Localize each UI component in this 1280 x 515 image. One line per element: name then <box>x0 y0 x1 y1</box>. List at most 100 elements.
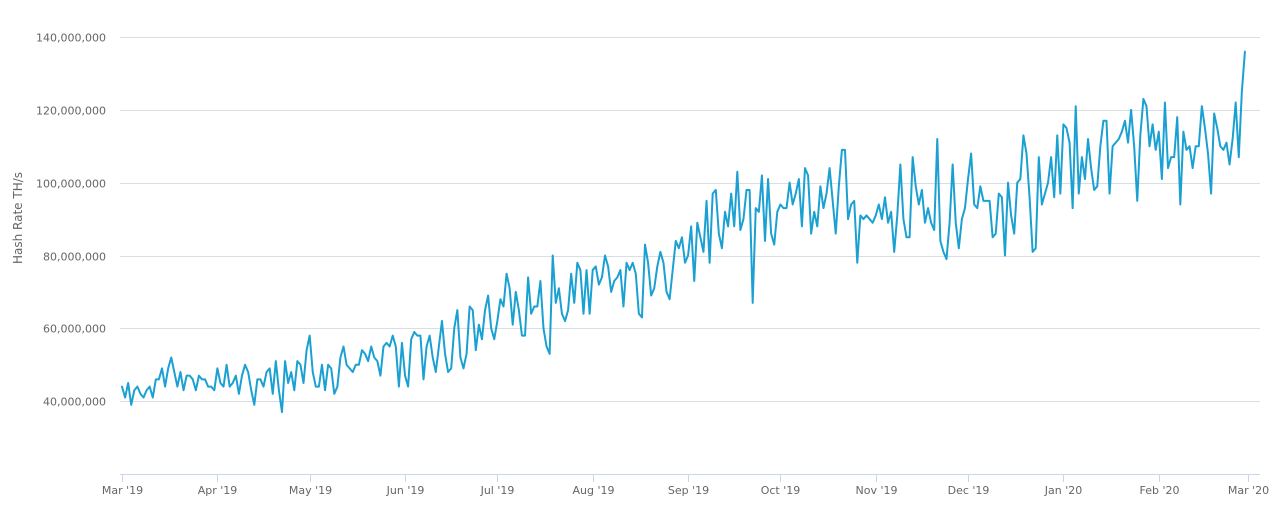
data-point[interactable] <box>251 402 257 408</box>
data-point[interactable] <box>568 271 574 277</box>
data-point[interactable] <box>544 344 550 350</box>
data-point[interactable] <box>1073 103 1079 109</box>
data-point[interactable] <box>876 202 882 208</box>
data-point[interactable] <box>648 293 654 299</box>
data-point[interactable] <box>756 209 762 215</box>
data-point[interactable] <box>510 322 516 328</box>
data-point[interactable] <box>236 391 242 397</box>
data-point[interactable] <box>350 369 356 375</box>
data-point[interactable] <box>1205 151 1211 157</box>
data-point[interactable] <box>322 387 328 393</box>
data-point[interactable] <box>119 384 125 390</box>
data-point[interactable] <box>657 249 663 255</box>
data-point[interactable] <box>494 318 500 324</box>
data-point[interactable] <box>1054 132 1060 138</box>
data-point[interactable] <box>421 376 427 382</box>
data-point[interactable] <box>528 311 534 317</box>
data-point[interactable] <box>230 380 236 386</box>
data-point[interactable] <box>1082 176 1088 182</box>
data-point[interactable] <box>1027 194 1033 200</box>
data-point[interactable] <box>1042 191 1048 197</box>
data-point[interactable] <box>316 384 322 390</box>
data-point[interactable] <box>762 238 768 244</box>
data-point[interactable] <box>667 296 673 302</box>
data-point[interactable] <box>291 387 297 393</box>
data-point[interactable] <box>368 344 374 350</box>
data-point[interactable] <box>802 165 808 171</box>
data-point[interactable] <box>820 205 826 211</box>
data-point[interactable] <box>574 260 580 266</box>
data-point[interactable] <box>704 198 710 204</box>
data-point[interactable] <box>664 289 670 295</box>
data-point[interactable] <box>534 303 540 309</box>
data-point[interactable] <box>553 300 559 306</box>
data-point[interactable] <box>1002 253 1008 259</box>
data-point[interactable] <box>362 351 368 357</box>
data-point[interactable] <box>193 387 199 393</box>
data-point[interactable] <box>297 362 303 368</box>
data-point[interactable] <box>642 242 648 248</box>
data-point[interactable] <box>331 391 337 397</box>
data-point[interactable] <box>627 267 633 273</box>
data-point[interactable] <box>177 369 183 375</box>
data-point[interactable] <box>279 409 285 415</box>
data-point[interactable] <box>584 267 590 273</box>
data-point[interactable] <box>436 344 442 350</box>
data-point[interactable] <box>1122 118 1128 124</box>
data-point[interactable] <box>310 369 316 375</box>
data-point[interactable] <box>1208 191 1214 197</box>
data-point[interactable] <box>430 354 436 360</box>
data-point[interactable] <box>614 274 620 280</box>
data-point[interactable] <box>940 249 946 255</box>
data-point[interactable] <box>879 216 885 222</box>
data-point[interactable] <box>790 202 796 208</box>
data-point[interactable] <box>728 191 734 197</box>
data-point[interactable] <box>700 249 706 255</box>
data-point[interactable] <box>747 187 753 193</box>
data-point[interactable] <box>134 384 140 390</box>
data-point[interactable] <box>873 212 879 218</box>
data-point[interactable] <box>1147 143 1153 149</box>
data-point[interactable] <box>565 307 571 313</box>
data-point[interactable] <box>547 351 553 357</box>
data-point[interactable] <box>716 231 722 237</box>
data-point[interactable] <box>233 373 239 379</box>
data-point[interactable] <box>596 282 602 288</box>
data-point[interactable] <box>571 300 577 306</box>
data-point[interactable] <box>248 387 254 393</box>
data-point[interactable] <box>276 387 282 393</box>
data-point[interactable] <box>697 234 703 240</box>
data-point[interactable] <box>270 391 276 397</box>
data-point[interactable] <box>387 344 393 350</box>
data-point[interactable] <box>328 365 334 371</box>
data-point[interactable] <box>479 336 485 342</box>
data-point[interactable] <box>999 194 1005 200</box>
data-point[interactable] <box>1214 125 1220 131</box>
data-point[interactable] <box>977 183 983 189</box>
data-point[interactable] <box>771 242 777 248</box>
data-point[interactable] <box>214 365 220 371</box>
data-point[interactable] <box>1239 89 1245 95</box>
data-point[interactable] <box>128 402 134 408</box>
data-point[interactable] <box>267 365 273 371</box>
data-point[interactable] <box>1199 103 1205 109</box>
data-point[interactable] <box>1063 125 1069 131</box>
data-point[interactable] <box>261 384 267 390</box>
data-point[interactable] <box>688 223 694 229</box>
data-point[interactable] <box>599 274 605 280</box>
data-point[interactable] <box>1223 140 1229 146</box>
data-point[interactable] <box>1128 107 1134 113</box>
data-point[interactable] <box>707 260 713 266</box>
data-point[interactable] <box>928 220 934 226</box>
data-point[interactable] <box>660 260 666 266</box>
data-point[interactable] <box>962 205 968 211</box>
data-point[interactable] <box>965 176 971 182</box>
data-point[interactable] <box>731 223 737 229</box>
data-point[interactable] <box>307 333 313 339</box>
data-point[interactable] <box>1125 140 1131 146</box>
data-point[interactable] <box>556 285 562 291</box>
data-point[interactable] <box>593 263 599 269</box>
data-point[interactable] <box>645 260 651 266</box>
data-point[interactable] <box>956 245 962 251</box>
data-point[interactable] <box>891 249 897 255</box>
